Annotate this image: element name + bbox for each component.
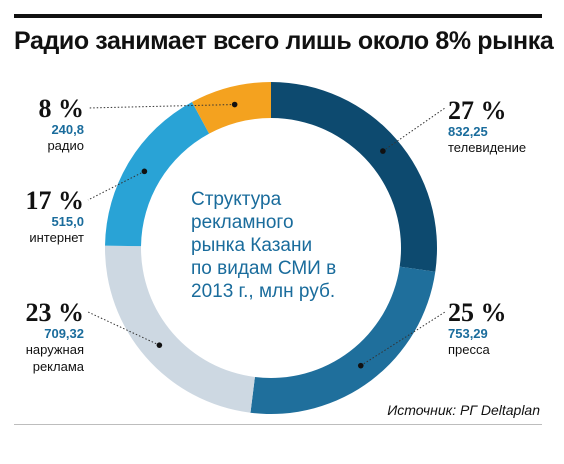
value-label-tv: 832,25 — [448, 124, 488, 139]
leader-dot-internet — [141, 168, 148, 175]
value-label-radio: 240,8 — [51, 122, 84, 137]
pct-label-internet: 17 % — [25, 186, 85, 215]
center-text-line: по видам СМИ в — [191, 258, 337, 279]
pct-label-press: 25 % — [448, 298, 507, 327]
chart-title: Радио занимает всего лишь около 8% рынка — [14, 27, 554, 55]
value-label-press: 753,29 — [448, 326, 488, 341]
category-label-radio: радио — [47, 138, 84, 153]
leader-dot-outdoor — [156, 342, 163, 348]
pct-label-outdoor: 23 % — [25, 298, 85, 327]
category-label-internet: интернет — [29, 230, 84, 245]
leader-line-press — [360, 311, 446, 367]
center-text-line: 2013 г., млн руб. — [191, 281, 336, 302]
value-label-internet: 515,0 — [51, 214, 84, 229]
leader-dot-radio — [231, 101, 238, 108]
leader-line-outdoor — [87, 311, 160, 346]
category-label-tv: телевидение — [448, 140, 527, 155]
leader-dot-tv — [380, 148, 386, 154]
category-label-outdoor: наружная реклама — [0, 341, 84, 375]
category-label-press: пресса — [448, 342, 490, 357]
outdoor-label-line1: наружная реклама — [25, 342, 84, 374]
bottom-rule — [14, 424, 542, 425]
center-text-line: Структура — [191, 189, 282, 210]
center-text: Структура рекламного рынка Казани по вид… — [191, 188, 391, 303]
donut-slice-press — [250, 266, 436, 414]
leader-line-tv — [382, 107, 446, 152]
source-note: Источник: РГ Deltaplan — [387, 402, 540, 418]
donut-slice-outdoor — [104, 245, 255, 413]
donut-slice-tv — [271, 82, 437, 272]
leader-line-internet — [87, 170, 145, 201]
center-text-line: рекламного — [191, 212, 294, 233]
leader-dot-press — [357, 362, 364, 369]
pct-label-radio: 8 % — [38, 94, 85, 123]
pct-label-tv: 27 % — [448, 96, 507, 125]
donut-slice-radio — [192, 82, 271, 134]
top-rule — [14, 14, 542, 18]
value-label-outdoor: 709,32 — [44, 326, 84, 341]
donut-slice-internet — [105, 102, 210, 247]
center-text-line: рынка Казани — [191, 235, 313, 256]
